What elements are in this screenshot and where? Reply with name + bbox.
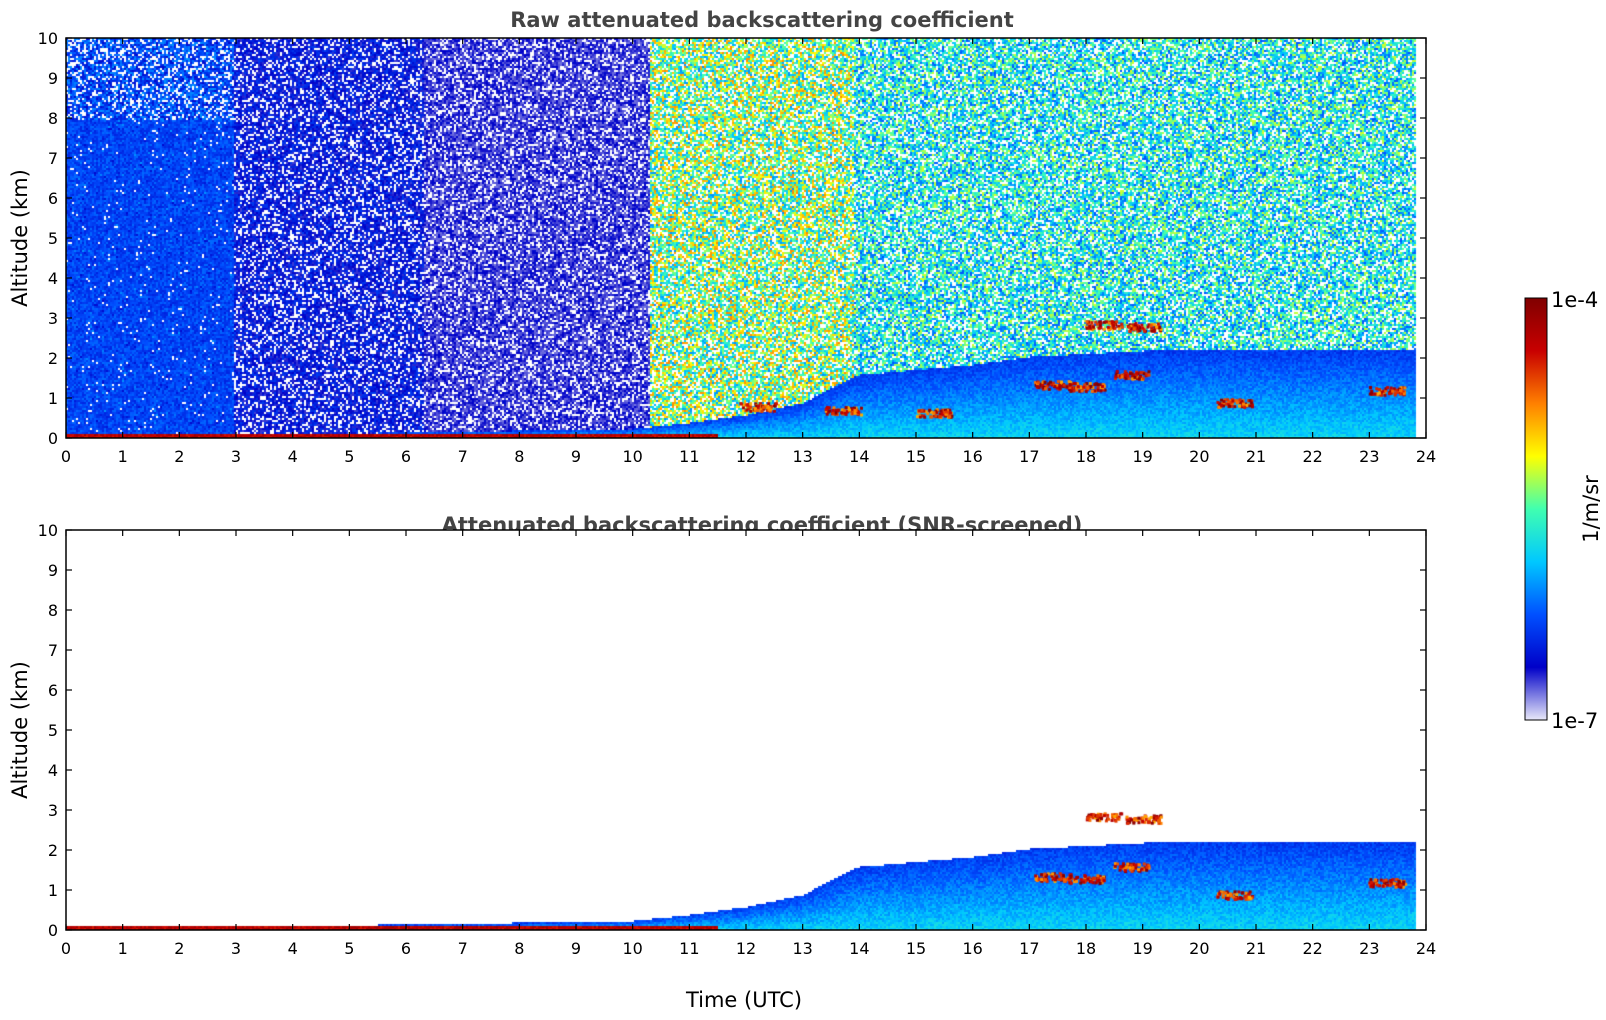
x-tick-label: 7 — [458, 447, 468, 466]
x-tick-label: 19 — [1132, 939, 1152, 958]
y-tick-label: 4 — [48, 761, 58, 780]
x-tick-label: 20 — [1189, 939, 1209, 958]
y-tick-label: 0 — [48, 921, 58, 940]
y-tick-label: 3 — [48, 309, 58, 328]
y-tick-label: 9 — [48, 561, 58, 580]
y-tick-label: 1 — [48, 881, 58, 900]
x-axis-label: Time (UTC) — [685, 988, 802, 1012]
y-tick-label: 7 — [48, 641, 58, 660]
x-tick-label: 22 — [1302, 939, 1322, 958]
y-tick-label: 2 — [48, 349, 58, 368]
raw-axis-ticks: 0 1 2 3 4 5 6 7 8 9 10 11 12 13 14 15 16 17 18 19 20 21 22 23 24… — [38, 29, 1437, 466]
colorbar-unit-label: 1/m/sr — [1579, 475, 1603, 543]
x-tick-label: 7 — [458, 939, 468, 958]
colorbar-max-label: 1e-4 — [1551, 288, 1598, 312]
x-tick-label: 15 — [906, 939, 926, 958]
x-tick-label: 21 — [1246, 447, 1266, 466]
raw-heatmap-layer — [66, 38, 1426, 438]
x-tick-label: 14 — [849, 939, 869, 958]
y-tick-label: 10 — [38, 29, 58, 48]
x-tick-label: 5 — [344, 939, 354, 958]
y-tick-label: 5 — [48, 721, 58, 740]
y-tick-label: 7 — [48, 149, 58, 168]
y-tick-label: 9 — [48, 69, 58, 88]
colorbar: 1e-4 1e-7 1/m/sr — [1524, 288, 1603, 733]
x-tick-label: 15 — [906, 447, 926, 466]
raw-y-axis-label: Altitude (km) — [8, 169, 32, 307]
y-tick-label: 1 — [48, 389, 58, 408]
x-tick-label: 2 — [174, 939, 184, 958]
y-tick-label: 5 — [48, 229, 58, 248]
x-tick-label: 12 — [736, 447, 756, 466]
y-tick-label: 6 — [48, 681, 58, 700]
raw-panel-title: Raw attenuated backscattering coefficien… — [510, 8, 1014, 32]
x-tick-label: 0 — [61, 447, 71, 466]
heatmap-image — [66, 38, 1426, 438]
x-tick-label: 9 — [571, 939, 581, 958]
x-tick-label: 2 — [174, 447, 184, 466]
x-tick-label: 24 — [1416, 939, 1436, 958]
x-tick-label: 13 — [792, 447, 812, 466]
x-tick-label: 1 — [118, 447, 128, 466]
y-tick-label: 0 — [48, 429, 58, 448]
x-tick-label: 16 — [962, 939, 982, 958]
x-tick-label: 21 — [1246, 939, 1266, 958]
y-tick-label: 6 — [48, 189, 58, 208]
x-tick-label: 17 — [1019, 939, 1039, 958]
colorbar-min-label: 1e-7 — [1551, 709, 1598, 733]
y-tick-label: 2 — [48, 841, 58, 860]
x-tick-label: 9 — [571, 447, 581, 466]
raw-backscatter-panel: Raw attenuated backscattering coefficien… — [8, 8, 1436, 466]
y-tick-label: 8 — [48, 109, 58, 128]
x-tick-label: 8 — [514, 939, 524, 958]
x-tick-label: 14 — [849, 447, 869, 466]
y-tick-label: 10 — [38, 521, 58, 540]
x-tick-label: 5 — [344, 447, 354, 466]
x-tick-label: 22 — [1302, 447, 1322, 466]
x-tick-label: 4 — [288, 447, 298, 466]
heatmap-image — [66, 530, 1426, 930]
x-tick-label: 10 — [622, 939, 642, 958]
screened-backscatter-panel: Attenuated backscattering coefficient (S… — [8, 513, 1436, 1012]
x-tick-label: 3 — [231, 939, 241, 958]
y-tick-label: 4 — [48, 269, 58, 288]
y-tick-label: 8 — [48, 601, 58, 620]
y-tick-label: 3 — [48, 801, 58, 820]
x-tick-label: 10 — [622, 447, 642, 466]
x-tick-label: 23 — [1359, 447, 1379, 466]
x-tick-label: 19 — [1132, 447, 1152, 466]
x-tick-label: 13 — [792, 939, 812, 958]
x-tick-label: 4 — [288, 939, 298, 958]
x-tick-label: 6 — [401, 939, 411, 958]
x-tick-label: 16 — [962, 447, 982, 466]
x-tick-label: 3 — [231, 447, 241, 466]
screened-axis-ticks: 0 1 2 3 4 5 6 7 8 9 10 11 12 13 14 15 16 17 18 19 20 21 22 23 24… — [38, 521, 1437, 958]
x-tick-label: 11 — [679, 939, 699, 958]
x-tick-label: 0 — [61, 939, 71, 958]
x-tick-label: 24 — [1416, 447, 1436, 466]
x-tick-label: 18 — [1076, 939, 1096, 958]
x-tick-label: 8 — [514, 447, 524, 466]
screened-heatmap-layer — [66, 530, 1426, 930]
x-tick-label: 11 — [679, 447, 699, 466]
screened-y-axis-label: Altitude (km) — [8, 661, 32, 799]
x-tick-label: 20 — [1189, 447, 1209, 466]
x-tick-label: 1 — [118, 939, 128, 958]
x-tick-label: 23 — [1359, 939, 1379, 958]
x-tick-label: 17 — [1019, 447, 1039, 466]
x-tick-label: 6 — [401, 447, 411, 466]
x-tick-label: 12 — [736, 939, 756, 958]
x-tick-label: 18 — [1076, 447, 1096, 466]
colorbar-gradient — [1524, 297, 1548, 721]
